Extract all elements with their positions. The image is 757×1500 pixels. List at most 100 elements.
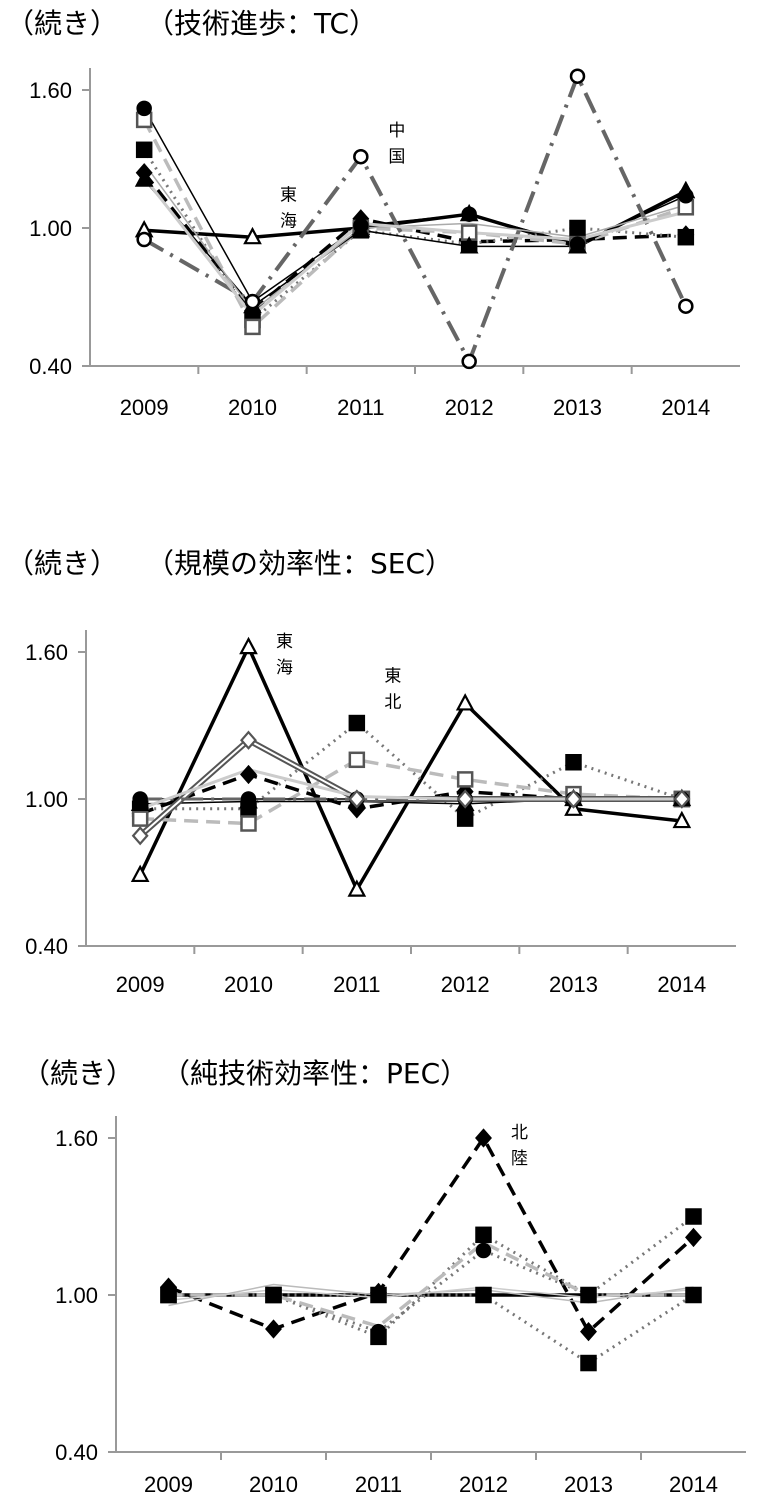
data-point	[135, 141, 153, 159]
x-tick-label: 2011	[333, 972, 380, 997]
x-tick-label: 2011	[337, 395, 384, 420]
series-line	[143, 74, 688, 364]
data-point	[456, 789, 474, 809]
data-point	[672, 810, 692, 829]
annotation-label: 北	[511, 1123, 528, 1143]
series-line	[142, 119, 687, 329]
chart-title: （続き） （技術進歩：TC）	[6, 7, 378, 40]
data-point	[239, 791, 258, 809]
data-point	[134, 169, 154, 187]
series-line	[138, 736, 682, 838]
data-point	[348, 714, 366, 732]
series-line	[168, 1286, 694, 1301]
data-point	[456, 771, 474, 788]
series-line	[168, 1240, 694, 1329]
tc-line-chart: 1.60 1.00 0.40 2009 2010 2011 2012 2013 2014 東海 中国	[29, 68, 740, 420]
data-point	[459, 236, 479, 254]
x-tick-label: 2013	[564, 1472, 613, 1497]
data-point	[160, 1286, 177, 1304]
series-line	[139, 768, 682, 811]
y-tick-label: 1.60	[55, 1126, 98, 1151]
y-tick-label: 1.60	[25, 640, 68, 665]
data-point	[569, 219, 586, 237]
chart-title: （続き） （純技術効率性：PEC）	[22, 1057, 469, 1090]
annotation-label: 海	[276, 658, 293, 678]
series-line	[168, 1293, 695, 1365]
series-line	[168, 1249, 694, 1334]
pec-line-chart: 1.60 1.00 0.40 2009 2010 2011 2012 2013 2014 北陸	[55, 1116, 746, 1497]
data-point	[580, 1354, 597, 1372]
data-point	[455, 693, 475, 711]
data-point	[131, 826, 149, 846]
x-tick-label: 2013	[549, 972, 598, 997]
series-line	[167, 1136, 695, 1334]
data-point	[461, 353, 477, 370]
data-point	[136, 100, 152, 117]
data-point	[475, 1286, 492, 1304]
series-line-inner	[139, 738, 682, 837]
data-point	[565, 789, 582, 809]
x-tick-label: 2012	[441, 972, 490, 997]
x-tick-label: 2009	[116, 972, 165, 997]
data-point	[240, 764, 257, 785]
x-tick-label: 2009	[144, 1472, 193, 1497]
annotation-label: 陸	[511, 1149, 528, 1169]
x-tick-label: 2013	[553, 395, 602, 420]
y-tick-label: 1.00	[55, 1283, 98, 1308]
data-point	[685, 1208, 702, 1225]
data-point	[673, 789, 691, 809]
data-point	[580, 1287, 597, 1303]
data-point	[347, 879, 367, 897]
data-point	[685, 1227, 702, 1248]
data-point	[678, 298, 694, 314]
series-line	[140, 721, 683, 821]
data-point	[130, 793, 150, 811]
data-point	[136, 231, 152, 248]
x-tick-label: 2009	[120, 395, 169, 420]
data-point	[240, 730, 257, 750]
data-point	[677, 228, 695, 246]
data-point	[265, 1286, 282, 1304]
series-line	[142, 176, 687, 317]
x-tick-label: 2010	[249, 1472, 298, 1497]
data-point	[475, 1226, 492, 1244]
annotation-label: 中	[388, 121, 405, 141]
annotation-label: 東	[276, 632, 293, 652]
data-point	[475, 1242, 492, 1259]
data-point	[568, 236, 587, 254]
data-point	[351, 219, 371, 238]
data-point	[370, 1323, 387, 1340]
series-line	[142, 171, 686, 313]
data-point	[461, 206, 477, 222]
y-tick-label: 0.40	[55, 1440, 98, 1465]
data-point	[353, 148, 369, 165]
data-point	[131, 810, 149, 827]
data-point	[676, 180, 696, 199]
data-point	[265, 1319, 282, 1339]
data-point	[685, 1286, 702, 1304]
x-tick-label: 2014	[669, 1472, 718, 1497]
data-point	[240, 815, 257, 832]
data-point	[244, 318, 261, 336]
data-point	[243, 226, 262, 245]
y-tick-label: 1.00	[29, 216, 72, 241]
series-line	[143, 163, 687, 312]
data-point	[239, 636, 258, 655]
data-point	[569, 68, 586, 84]
data-point	[475, 1128, 492, 1148]
y-tick-label: 1.00	[25, 787, 68, 812]
y-tick-label: 0.40	[25, 934, 68, 959]
y-tick-label: 0.40	[29, 354, 72, 379]
data-point	[565, 754, 582, 771]
x-tick-label: 2012	[445, 395, 494, 420]
data-point	[348, 789, 366, 809]
data-point	[580, 1321, 597, 1342]
annotation-label: 北	[384, 692, 401, 712]
data-point	[348, 751, 366, 769]
data-point	[130, 864, 150, 883]
x-tick-label: 2011	[355, 1472, 402, 1497]
chart-title: （続き） （規模の効率性：SEC）	[6, 547, 454, 580]
x-tick-label: 2010	[228, 395, 277, 420]
annotation-label: 東	[280, 185, 297, 205]
